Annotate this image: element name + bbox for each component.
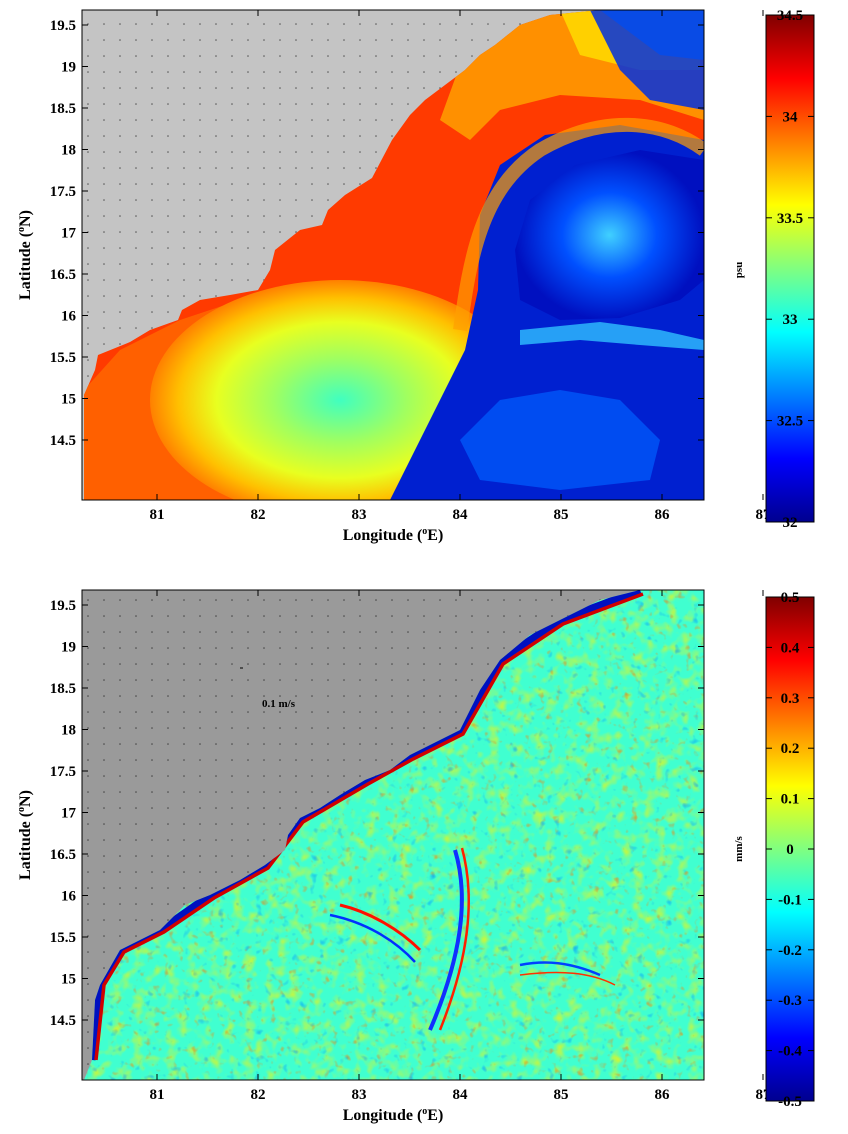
axes-frame-top: [81, 9, 705, 501]
colorbar-tick-label: 0.5: [781, 590, 800, 606]
y-tick-label: 17.5: [50, 184, 76, 200]
y-tick-label: 17: [61, 806, 77, 822]
colorbar-ticks-top: 34.5 34 33.5 33 32.5 32: [766, 8, 814, 531]
colorbar-tick-label: -0.5: [778, 1094, 802, 1110]
x-tick-label: 83: [352, 1087, 367, 1103]
x-axis-label-bottom: Longitude (oE): [343, 1106, 444, 1124]
colorbar-tick-label: -0.2: [778, 943, 802, 959]
y-tick-label: 15.5: [50, 930, 76, 946]
colorbar-label-top: psu: [733, 262, 745, 279]
x-tick-label: 85: [554, 507, 569, 523]
x-tick-label: 84: [453, 507, 469, 523]
salinity-map: [82, 10, 704, 500]
colorbar-tick-label: -0.3: [778, 993, 802, 1009]
x-tick-label: 86: [655, 1087, 671, 1103]
reference-vector-label: 0.1 m/s: [262, 698, 296, 710]
y-tick-label: 16: [61, 889, 77, 905]
colorbar-tick-label: -0.1: [778, 892, 802, 908]
x-axis-bottom: 81 82 83 84 85 86 87: [150, 590, 771, 1103]
colorbar-tick-label: 32: [783, 515, 798, 531]
x-tick-label: 84: [453, 1087, 469, 1103]
colorbar-tick-label: 0.4: [781, 640, 800, 656]
y-axis-bottom: 19.5 19 18.5 18 17.5 17 16.5 16 15.5 15 14.5: [50, 598, 704, 1029]
y-axis-label-bottom: Latitude (oN): [16, 790, 34, 880]
x-tick-label: 85: [554, 1087, 569, 1103]
y-tick-label: 16.5: [50, 267, 76, 283]
colorbar-tick-label: 34: [783, 109, 799, 125]
salinity-panel: 81 82 83 84 85 86 87 19.51918.51817.51716.5161…: [16, 8, 815, 544]
x-axis-top: 81 82 83 84 85 86 87: [150, 10, 771, 523]
y-tick-label: 15: [61, 972, 76, 988]
colorbar-tick-label: -0.4: [778, 1044, 802, 1060]
colorbar-tick-label: 0.1: [781, 792, 800, 808]
y-tick-label: 16.5: [50, 847, 76, 863]
y-tick-label: 19: [61, 60, 76, 76]
y-tick-label: 18: [61, 143, 76, 159]
colorbar-tick-label: 0.2: [781, 741, 800, 757]
x-tick-label: 82: [251, 507, 266, 523]
y-tick-label: 15: [61, 392, 76, 408]
colorbar-tick-label: 32.5: [777, 414, 803, 430]
colorbar-tick-label: 33: [783, 312, 798, 328]
y-tick-label: 14.5: [50, 1013, 76, 1029]
colorbar-gradient-bottom: [765, 596, 815, 1102]
x-tick-label: 81: [150, 1087, 165, 1103]
colorbar-tick-label: 0: [786, 842, 794, 858]
colorbar-label-bottom: mm/s: [733, 835, 745, 861]
y-tick-label: 14.5: [50, 433, 76, 449]
y-tick-label: 18.5: [50, 681, 76, 697]
y-tick-label: 15.5: [50, 350, 76, 366]
colorbar-gradient-top: [765, 14, 815, 523]
y-axis-top: 19.5 19 18.5 18 17.5 17 16.5 16 15.5 15 14.5: [50, 18, 704, 449]
y-tick-label: 17.5: [50, 764, 76, 780]
x-tick-label: 82: [251, 1087, 266, 1103]
colorbar-ticks-bottom: 0.5 0.4 0.3 0.2 0.1 0 -0.1 -0.2 -0.3 -0.4 -0.5: [766, 590, 814, 1110]
y-axis-label-top: Latitude (oN): [16, 210, 34, 300]
y-tick-label: 19: [61, 640, 76, 656]
y-tick-label: 19.5: [50, 18, 76, 34]
colorbar-velocity: 0.5 0.4 0.3 0.2 0.1 0 -0.1 -0.2 -0.3 -0.4 -0.5 mm/…: [733, 590, 815, 1110]
y-tick-label: 18: [61, 723, 76, 739]
colorbar-tick-label: 34.5: [777, 8, 803, 24]
vertical-velocity-panel: 0.1 m/s 81 82 83 84 85 86 87 19.51918.51817.51…: [16, 589, 815, 1124]
y-tick-label: 17: [61, 226, 77, 242]
x-axis-label-top: Longitude (oE): [343, 526, 444, 544]
colorbar-tick-label: 33.5: [777, 211, 803, 227]
colorbar-salinity: 34.5 34 33.5 33 32.5 32 psu: [733, 8, 815, 531]
axes-frame-bottom: [81, 589, 705, 1081]
y-tick-label: 16: [61, 309, 77, 325]
ocean-salinity-field: [84, 10, 704, 500]
colorbar-tick-label: 0.3: [781, 691, 800, 707]
y-tick-label: 18.5: [50, 101, 76, 117]
y-tick-label: 19.5: [50, 598, 76, 614]
x-tick-label: 81: [150, 507, 165, 523]
x-tick-label: 86: [655, 507, 671, 523]
vertical-velocity-map: 0.1 m/s: [82, 590, 704, 1080]
x-tick-label: 83: [352, 507, 367, 523]
